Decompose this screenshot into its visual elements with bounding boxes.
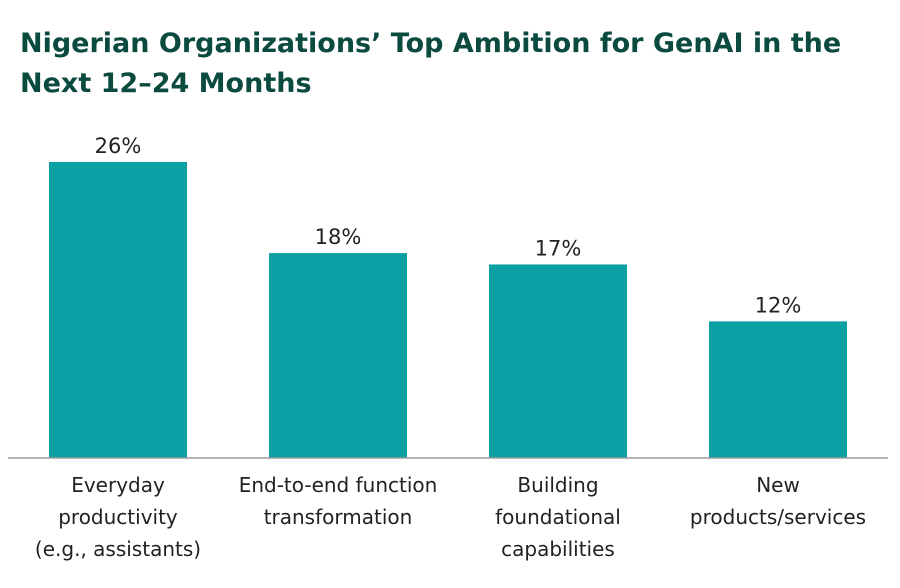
bar-2 (269, 253, 407, 458)
value-label-2: 18% (315, 225, 362, 249)
category-label-2: End-to-end function transformation (239, 473, 438, 529)
category-label-line: End-to-end function (239, 473, 438, 497)
category-label-line: Everyday (71, 473, 165, 497)
value-label-1: 26% (95, 134, 142, 158)
category-label-line: New (756, 473, 800, 497)
value-labels-group: 26% 18% 17% 12% (95, 134, 802, 317)
bar-3 (489, 264, 627, 458)
category-label-line: foundational (495, 505, 621, 529)
chart-title: Nigerian Organizations’ Top Ambition for… (20, 28, 842, 99)
category-label-4: New products/services (690, 473, 866, 529)
category-label-1: Everyday productivity (e.g., assistants) (35, 473, 201, 561)
category-label-line: transformation (264, 505, 413, 529)
category-labels-group: Everyday productivity (e.g., assistants) En… (35, 473, 866, 561)
value-label-3: 17% (535, 236, 582, 260)
category-label-3: Building foundational capabilities (495, 473, 621, 561)
category-label-line: Building (517, 473, 598, 497)
value-label-4: 12% (755, 293, 802, 317)
bars-group (49, 162, 847, 458)
bar-1 (49, 162, 187, 458)
category-label-line: products/services (690, 505, 866, 529)
category-label-line: (e.g., assistants) (35, 537, 201, 561)
category-label-line: productivity (58, 505, 178, 529)
bar-4 (709, 321, 847, 458)
category-label-line: capabilities (501, 537, 615, 561)
